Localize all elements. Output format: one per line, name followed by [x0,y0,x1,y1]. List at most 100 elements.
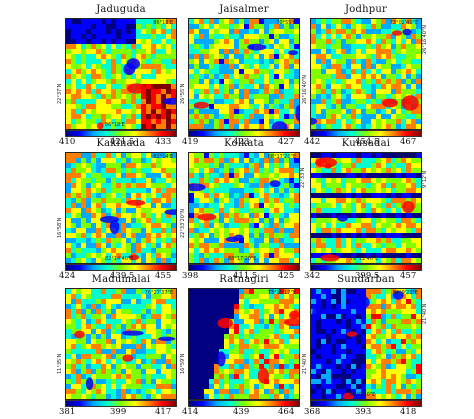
map-cell [96,218,102,224]
map-cell [401,319,407,325]
map-cell [289,324,295,330]
map-cell [204,198,210,204]
map-cell [101,344,107,350]
map-cell [161,153,167,159]
map-cell [386,339,392,345]
map-cell [371,198,377,204]
map-cell [91,124,97,129]
map-cell [194,294,200,300]
map-cell [209,369,215,375]
map-cell [121,289,127,295]
map-cell [361,84,367,90]
map-cell [366,54,372,60]
map-cell [289,299,295,305]
map-cell [171,349,176,355]
map-cell [381,218,387,224]
map-cell [336,188,342,194]
map-cell [136,248,142,254]
map-cell [81,384,87,390]
map-cell [106,79,112,85]
map-cell [126,374,132,380]
map-cell [351,29,357,35]
map-cell [336,168,342,174]
map-cell [294,39,299,45]
colorbar-tick-label: 423 [233,137,250,147]
map-cell [156,258,162,263]
map-cell [116,304,122,310]
map-cell [76,24,82,30]
map-cell [381,314,387,320]
map-cell [321,153,327,159]
map-cell [316,54,322,60]
map-cell [194,233,200,239]
map-cell [199,319,205,325]
map-cell [86,389,92,395]
map-cell [101,29,107,35]
map-cell [316,394,322,399]
map-cell [279,314,285,320]
map-cell [396,183,402,189]
map-cell [381,248,387,254]
map-cell [131,289,137,295]
map-cell [199,44,205,50]
map-cell [249,359,255,365]
map-cell [189,289,195,295]
map-cell [326,354,332,360]
map-cell [234,158,240,164]
map-cell [189,349,195,355]
colorbar-tick-label: 455 [155,271,172,281]
map-cell [336,89,342,95]
map-cell [294,59,299,65]
map-cell [239,119,245,125]
map-cell [96,394,102,399]
coord-top-label: 70°55'E [276,20,296,26]
map-cell [116,359,122,365]
map-cell [406,158,412,164]
map-cell [321,294,327,300]
map-cell [331,69,337,75]
map-cell [71,49,77,55]
map-cell [156,213,162,219]
map-cell [141,19,147,25]
map-cell [346,309,352,315]
map-cell [386,59,392,65]
map-cell [101,208,107,214]
map-cell [146,124,152,129]
map-cell [406,34,412,40]
map-cell [141,208,147,214]
map-cell [151,238,157,244]
map-cell [96,309,102,315]
map-cell [126,158,132,164]
map-cell [66,324,72,330]
map-cell [141,183,147,189]
panel-title: Kolkata [224,138,264,149]
map-cell [356,119,362,125]
map-cell [101,334,107,340]
map-cell [161,294,167,300]
map-cell [81,243,87,249]
figure: Jaduguda 86°18'E 22°37'N 86°18'E 410 421.5 433… [57,4,428,417]
map-cell [166,163,172,169]
map-cell [289,29,295,35]
map-cell [386,349,392,355]
map-cell [284,223,290,229]
map-cell [356,104,362,110]
map-cell [376,109,382,115]
map-cell [199,54,205,60]
map-cell [244,79,250,85]
map-cell [279,94,285,100]
map-cell [274,114,280,120]
map-cell [249,188,255,194]
map-cell [411,79,417,85]
map-cell [346,153,352,159]
map-cell [91,49,97,55]
map-cell [234,304,240,310]
map-cell [249,324,255,330]
map-cell [71,319,77,325]
map-cell [351,69,357,75]
map-cell [371,163,377,169]
map-cell [76,213,82,219]
map-cell [151,198,157,204]
map-cell [411,188,417,194]
map-cell [234,359,240,365]
